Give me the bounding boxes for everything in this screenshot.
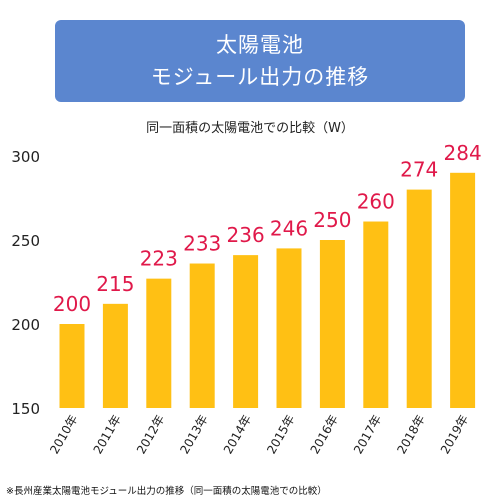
bar <box>189 263 215 408</box>
x-tick-label: 2016年 <box>308 413 341 457</box>
x-tick-label: 2012年 <box>134 413 167 457</box>
x-tick-label: 2018年 <box>394 413 427 457</box>
chart-subtitle: 同一面積の太陽電池での比較（W） <box>146 121 354 136</box>
y-tick-label: 150 <box>11 400 40 418</box>
bar <box>406 189 432 408</box>
footnote: ※長州産業太陽電池モジュール出力の推移（同一面積の太陽電池での比較） <box>6 486 327 497</box>
bar <box>102 303 128 408</box>
title-banner: 太陽電池 モジュール出力の推移 <box>55 20 465 102</box>
x-tick-label: 2014年 <box>221 413 254 457</box>
title-line-2: モジュール出力の推移 <box>150 65 370 89</box>
data-label: 250 <box>313 208 351 232</box>
x-tick-label: 2017年 <box>351 413 384 457</box>
x-tick-label: 2010年 <box>47 413 80 457</box>
data-label: 223 <box>140 247 178 271</box>
bar <box>276 248 302 408</box>
data-label: 274 <box>400 158 438 182</box>
x-tick-label: 2015年 <box>264 413 297 457</box>
data-label: 200 <box>53 292 91 316</box>
data-label: 260 <box>357 190 395 214</box>
data-label: 284 <box>444 141 482 165</box>
bar-chart: 1502002503002002010年2152011年2232012年2332… <box>11 141 482 457</box>
data-label: 233 <box>183 232 221 256</box>
bar <box>319 240 345 408</box>
y-tick-label: 200 <box>11 316 40 334</box>
bar <box>59 324 85 408</box>
data-label: 246 <box>270 216 308 240</box>
x-tick-label: 2019年 <box>438 413 471 457</box>
data-label: 236 <box>227 223 265 247</box>
x-tick-label: 2013年 <box>177 413 210 457</box>
y-tick-label: 300 <box>11 148 40 166</box>
bar <box>233 255 259 408</box>
x-tick-label: 2011年 <box>91 413 124 457</box>
data-label: 215 <box>96 272 134 296</box>
bar <box>146 278 172 408</box>
bar <box>450 172 476 408</box>
bar <box>363 221 389 408</box>
title-line-1: 太陽電池 <box>216 33 304 57</box>
y-tick-label: 250 <box>11 232 40 250</box>
